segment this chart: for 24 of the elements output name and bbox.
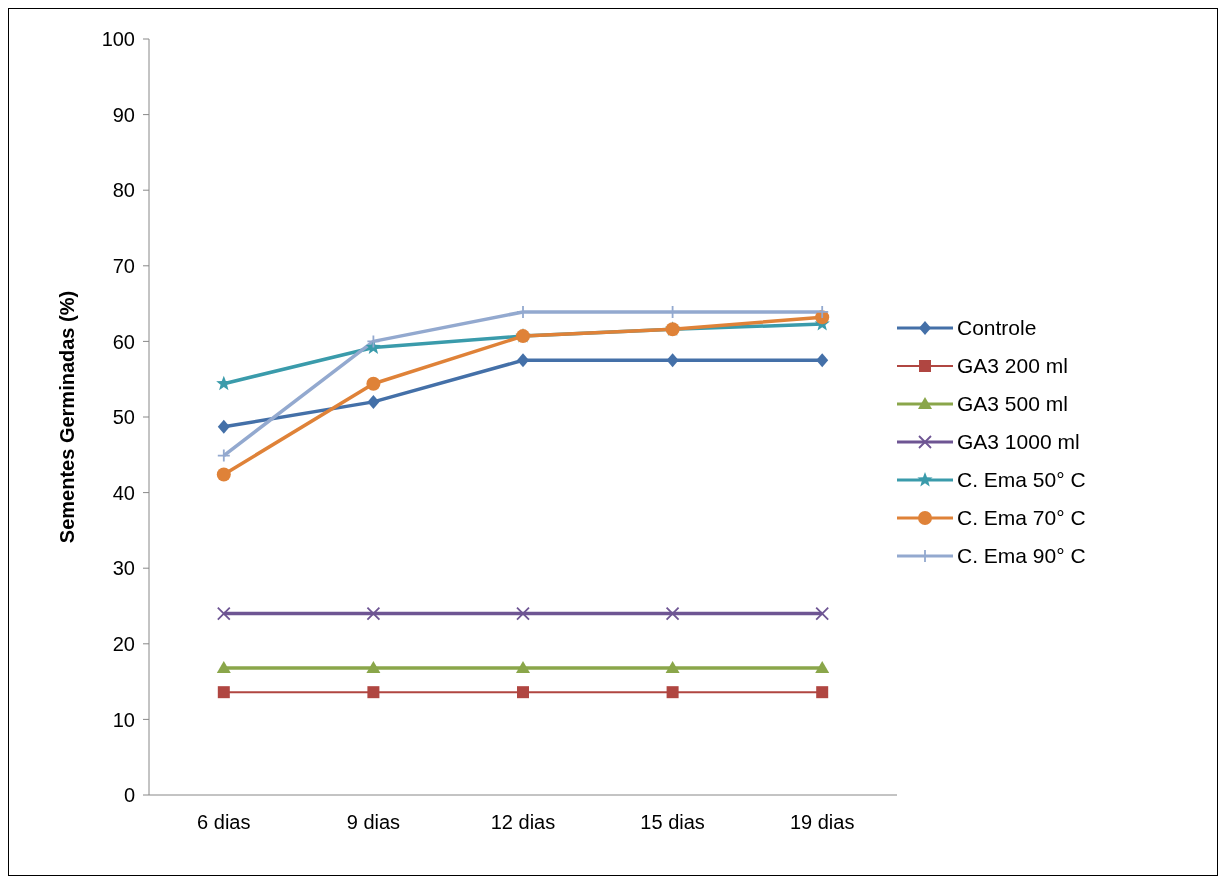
y-tick-label: 100 xyxy=(101,28,135,51)
legend-label: C. Ema 90° C xyxy=(957,544,1086,568)
x-tick-label: 6 dias xyxy=(197,811,251,834)
legend-label: Controle xyxy=(957,316,1037,340)
y-tick-label: 60 xyxy=(112,330,135,353)
x-tick-label: 15 dias xyxy=(640,811,705,834)
x-tick-label: 19 dias xyxy=(789,811,855,834)
legend-label: GA3 1000 ml xyxy=(957,430,1080,454)
legend-label: C. Ema 50° C xyxy=(957,468,1086,492)
legend-label: GA3 200 ml xyxy=(957,354,1068,378)
legend-label: C. Ema 70° C xyxy=(957,506,1086,530)
legend-label: GA3 500 ml xyxy=(957,392,1068,416)
y-tick-label: 20 xyxy=(112,632,135,655)
y-tick-label: 80 xyxy=(112,179,135,202)
x-tick-label: 12 dias xyxy=(490,811,556,834)
y-axis-title: Sementes Germinadas (%) xyxy=(56,290,79,544)
y-tick-label: 0 xyxy=(123,784,135,807)
y-tick-label: 90 xyxy=(112,103,135,126)
y-tick-label: 30 xyxy=(112,557,135,580)
y-tick-label: 10 xyxy=(112,708,135,731)
x-tick-label: 9 dias xyxy=(346,811,401,834)
y-tick-label: 70 xyxy=(112,254,135,277)
y-tick-label: 40 xyxy=(112,481,135,504)
y-tick-label: 50 xyxy=(112,406,135,429)
